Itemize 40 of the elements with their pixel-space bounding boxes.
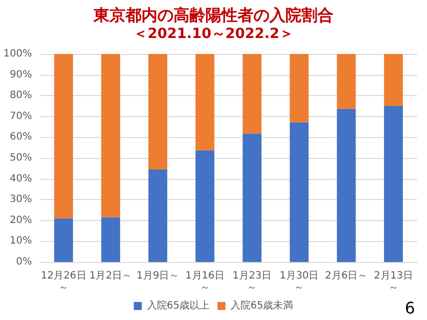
chart-title: 東京都内の高齢陽性者の入院割合 — [92, 6, 334, 24]
y-tick-label: 50% — [10, 152, 32, 164]
x-tick-label: 2月6日～ — [324, 270, 368, 282]
bar — [242, 134, 262, 262]
bar — [290, 54, 309, 122]
bar — [148, 169, 168, 262]
bar — [148, 54, 168, 170]
y-tick-label: 90% — [10, 69, 32, 80]
bar — [384, 106, 403, 262]
y-tick-label: 60% — [10, 132, 32, 143]
y-tick-label: 30% — [10, 194, 32, 206]
chart-subtitle: ＜2021.10～2022.2＞ — [134, 26, 294, 42]
x-tick-label: 1月23日～ — [232, 270, 272, 294]
bar — [290, 122, 309, 262]
bar — [101, 54, 120, 218]
x-tick-label: 1月2日～ — [89, 270, 132, 282]
x-tick-label: 1月9日～ — [136, 270, 180, 282]
x-tick-label: 2月13日～ — [374, 270, 413, 294]
legend-label: 入院65歳未満 — [230, 300, 294, 312]
x-tick-label: 1月30日～ — [280, 270, 319, 294]
y-tick-label: 0% — [16, 256, 32, 268]
y-tick-label: 10% — [10, 236, 32, 247]
bar — [196, 54, 214, 150]
y-tick-label: 80% — [10, 90, 32, 102]
bar — [54, 218, 73, 262]
bar — [54, 54, 73, 218]
y-tick-label: 40% — [10, 173, 32, 184]
y-tick-label: 100% — [3, 48, 32, 60]
x-tick-label: 12月26日～ — [40, 270, 86, 294]
bar — [101, 217, 120, 262]
bar — [242, 54, 262, 134]
y-tick-label: 70% — [10, 110, 32, 122]
text: 6 — [404, 298, 416, 318]
bar — [336, 108, 356, 262]
bar — [384, 54, 403, 106]
bar — [336, 54, 356, 109]
y-tick-label: 20% — [10, 214, 32, 226]
bar — [196, 150, 214, 262]
x-tick-label: 1月16日～ — [185, 270, 224, 294]
legend-label: 入院65歳以上 — [146, 300, 210, 312]
